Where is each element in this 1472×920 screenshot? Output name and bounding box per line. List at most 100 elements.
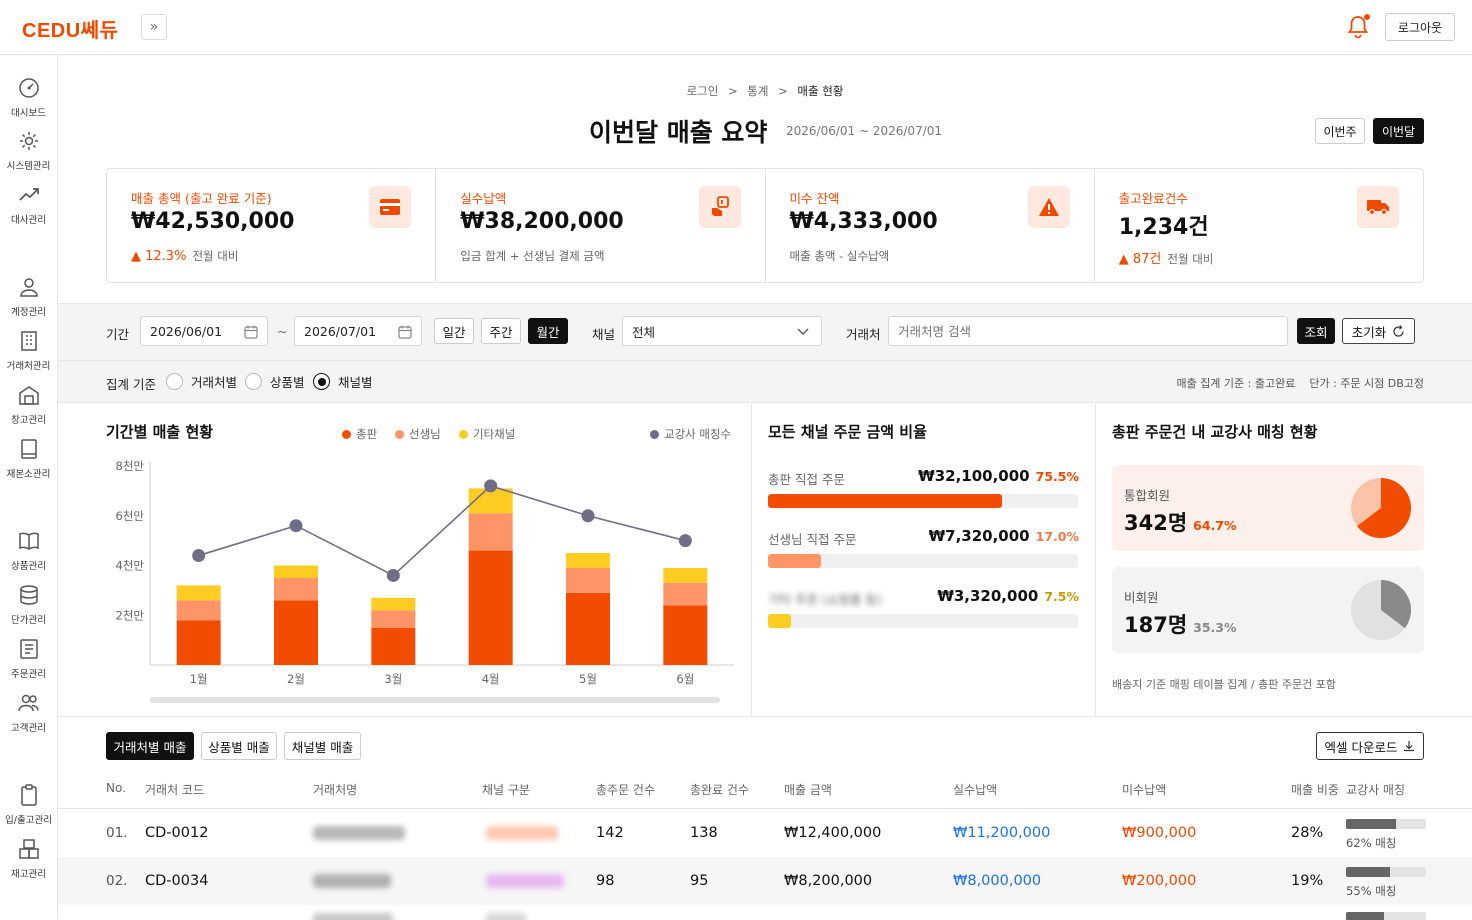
this-week-button[interactable]: 이번주: [1315, 118, 1365, 144]
sidebar-item-label: 거래처관리: [6, 361, 51, 372]
cell-paid[interactable]: ₩8,000,000: [953, 873, 1042, 889]
sidebar-item-system[interactable]: 시스템관리: [0, 130, 57, 172]
col-header[interactable]: 거래처 코드: [145, 783, 205, 797]
cell-channel-redacted: [486, 826, 558, 840]
excel-download-label: 엑셀 다운로드: [1324, 739, 1398, 755]
channel-select[interactable]: 전체: [622, 316, 822, 346]
sidebar-item-stock[interactable]: 재고관리: [0, 838, 57, 880]
radio-by-product[interactable]: 상품별: [245, 372, 305, 391]
user-icon: [19, 278, 38, 297]
logout-button[interactable]: 로그아웃: [1385, 13, 1455, 41]
kpi-card-total-sales: 매출 총액 (출고 완료 기준) ₩42,530,000 ▲ 12.3% 전월 대…: [107, 169, 437, 282]
col-header[interactable]: 실수납액: [953, 783, 998, 797]
daily-button[interactable]: 일간: [434, 318, 474, 344]
page-title: 이번달 매출 요약: [589, 118, 768, 147]
period-chart-title: 기간별 매출 현황: [106, 423, 214, 441]
col-header[interactable]: 총주문 건수: [596, 783, 656, 797]
matching-card-member: 통합회원 342명 64.7%: [1112, 465, 1424, 551]
channel-ratio-amount: ₩32,100,000 75.5%: [908, 467, 1079, 485]
radio-label: 상품별: [270, 375, 305, 390]
tab-product-sales[interactable]: 상품별 매출: [201, 732, 277, 760]
match-progress-bar: [1346, 867, 1426, 877]
sidebar-item-warehouse[interactable]: 창고관리: [0, 384, 57, 426]
reset-button[interactable]: 초기화: [1342, 318, 1415, 344]
cell-no: 01.: [106, 825, 128, 841]
table-row[interactable]: 02. CD-0034 98 95 ₩8,200,000 ₩8,000,000 …: [58, 857, 1472, 905]
col-header[interactable]: No.: [106, 781, 126, 795]
matching-title: 총판 주문건 내 교강사 매칭 현황: [1112, 423, 1318, 441]
notification-bell-icon[interactable]: [1346, 14, 1370, 40]
cell-unpaid[interactable]: ₩200,000: [1122, 873, 1197, 889]
sidebar-item-customer[interactable]: 고객관리: [0, 692, 57, 734]
table-row[interactable]: 01. CD-0012 142 138 ₩12,400,000 ₩11,200,…: [58, 809, 1472, 857]
expand-sidebar-button[interactable]: »: [141, 14, 167, 40]
bar-segment: [176, 600, 221, 621]
cell-paid[interactable]: ₩11,200,000: [953, 825, 1051, 841]
sidebar-item-product[interactable]: 상품관리: [0, 530, 57, 572]
sidebar-item-label: 계정관리: [11, 307, 46, 318]
table-row-partial[interactable]: [58, 905, 1472, 920]
col-header[interactable]: 총완료 건수: [690, 783, 750, 797]
radio-by-channel[interactable]: 채널별: [313, 372, 373, 391]
tab-vendor-sales[interactable]: 거래처별 매출: [106, 732, 194, 760]
col-header[interactable]: 교강사 매칭: [1346, 783, 1406, 797]
gauge-icon: [18, 78, 39, 98]
breadcrumb-separator: >: [778, 84, 788, 98]
sidebar-item-order[interactable]: 주문관리: [0, 638, 57, 680]
kpi-sub: 매출 총액 - 실수납액: [790, 248, 890, 264]
bar-segment: [371, 610, 416, 628]
sidebar-item-price[interactable]: 단가관리: [0, 584, 57, 626]
matching-point: [678, 534, 692, 548]
bar-segment: [176, 620, 221, 665]
cell-orders: 98: [596, 873, 615, 889]
this-month-button[interactable]: 이번달: [1373, 118, 1424, 144]
trend-icon: [18, 188, 39, 201]
kpi-value: ₩4,333,000: [789, 209, 938, 234]
sidebar-item-bindery[interactable]: 재본소관리: [0, 438, 57, 480]
matching-point: [386, 568, 400, 582]
vendor-search-input[interactable]: [888, 316, 1288, 346]
app-logo[interactable]: CEDU쎄듀: [22, 20, 119, 42]
kpi-label: 출고완료건수: [1118, 191, 1188, 206]
end-date-input[interactable]: 2026/07/01: [294, 316, 422, 346]
matching-count: 187명: [1124, 613, 1188, 637]
book-box-icon: [20, 439, 37, 459]
breadcrumb-item[interactable]: 통계: [747, 84, 769, 98]
weekly-button[interactable]: 주간: [481, 318, 521, 344]
sidebar: 대시보드 시스템관리 대사관리 계정관리 거래처관리 창고관리 재본소관리 상품…: [0, 55, 58, 920]
sidebar-item-dashboard[interactable]: 대시보드: [0, 77, 57, 119]
col-header[interactable]: 미수납액: [1122, 783, 1167, 797]
date-tilde: ~: [277, 324, 288, 339]
bar-segment: [274, 565, 318, 578]
building-icon: [20, 331, 37, 351]
kpi-sub-text: 전월 대비: [1167, 252, 1214, 266]
monthly-button[interactable]: 월간: [528, 318, 568, 344]
cell-share: 28%: [1291, 825, 1324, 841]
matching-value: 187명 35.3%: [1124, 609, 1237, 639]
col-header[interactable]: 매출 금액: [784, 783, 832, 797]
excel-download-button[interactable]: 엑셀 다운로드: [1316, 732, 1424, 760]
col-header[interactable]: 거래처명: [313, 783, 358, 797]
sidebar-item-vendor[interactable]: 거래처관리: [0, 330, 57, 372]
cell-unpaid[interactable]: ₩900,000: [1122, 825, 1197, 841]
breadcrumb-current: 매출 현황: [797, 84, 844, 98]
col-header[interactable]: 매출 비중: [1291, 783, 1339, 797]
col-header[interactable]: 채널 구분: [482, 783, 530, 797]
bar-segment: [274, 600, 318, 665]
channel-ratio-pct: 17.0%: [1035, 529, 1079, 544]
kpi-sub: 입금 합계 + 선생님 결제 금액: [460, 248, 604, 264]
period-label: 기간: [106, 327, 130, 342]
breadcrumb-item[interactable]: 로그인: [686, 84, 719, 98]
sidebar-item-inout[interactable]: 입/출고관리: [0, 784, 57, 826]
start-date-input[interactable]: 2026/06/01: [140, 316, 268, 346]
matching-pct: 35.3%: [1193, 620, 1237, 635]
sidebar-item-account[interactable]: 계정관리: [0, 276, 57, 318]
tab-channel-sales[interactable]: 채널별 매출: [284, 732, 361, 760]
aggregation-label: 집계 기준: [106, 377, 156, 392]
channel-ratio-pct: 75.5%: [1035, 469, 1079, 484]
legend-item-matching: 교강사 매칭수: [650, 426, 731, 442]
matching-count: 342명: [1124, 511, 1188, 535]
radio-by-vendor[interactable]: 거래처별: [166, 372, 237, 391]
sidebar-item-reconcile[interactable]: 대사관리: [0, 184, 57, 226]
search-button[interactable]: 조회: [1297, 318, 1335, 344]
